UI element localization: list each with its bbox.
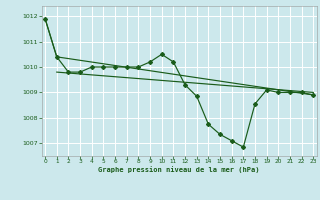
X-axis label: Graphe pression niveau de la mer (hPa): Graphe pression niveau de la mer (hPa): [99, 167, 260, 173]
